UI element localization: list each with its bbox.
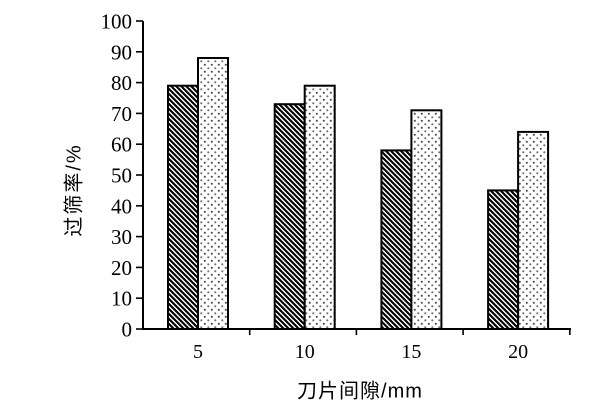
y-tick-label-10: 10 <box>111 287 132 311</box>
bar-hatched-series-x20 <box>487 189 520 330</box>
x-tick-label-5: 5 <box>193 341 203 363</box>
bar-dotted-series-x15 <box>410 109 443 330</box>
y-tick-label-80: 80 <box>111 71 132 95</box>
bar-dotted-series-x10 <box>303 84 336 330</box>
bar-hatched-series-x10 <box>273 103 306 330</box>
y-tick-label-100: 100 <box>101 10 133 34</box>
y-tick-label-50: 50 <box>111 164 132 188</box>
bar-dotted-series-x20 <box>517 130 550 330</box>
y-tick-label-30: 30 <box>111 225 132 249</box>
y-tick-label-0: 0 <box>122 318 133 342</box>
y-tick-label-60: 60 <box>111 133 132 157</box>
y-axis-title: 过筛率/% <box>63 143 86 237</box>
bar-hatched-series-x5 <box>167 84 199 330</box>
y-tick-label-20: 20 <box>111 256 132 280</box>
y-tick-label-70: 70 <box>111 102 132 126</box>
x-tick-label-10: 10 <box>295 341 315 363</box>
x-axis-title: 刀片间隙/mm <box>297 380 423 403</box>
y-tick-label-90: 90 <box>111 40 132 64</box>
x-tick-label-15: 15 <box>401 341 421 363</box>
y-tick-label-40: 40 <box>111 194 132 218</box>
x-tick-label-20: 20 <box>508 341 528 363</box>
bar-dotted-series-x5 <box>197 57 229 330</box>
bar-hatched-series-x15 <box>380 149 413 330</box>
